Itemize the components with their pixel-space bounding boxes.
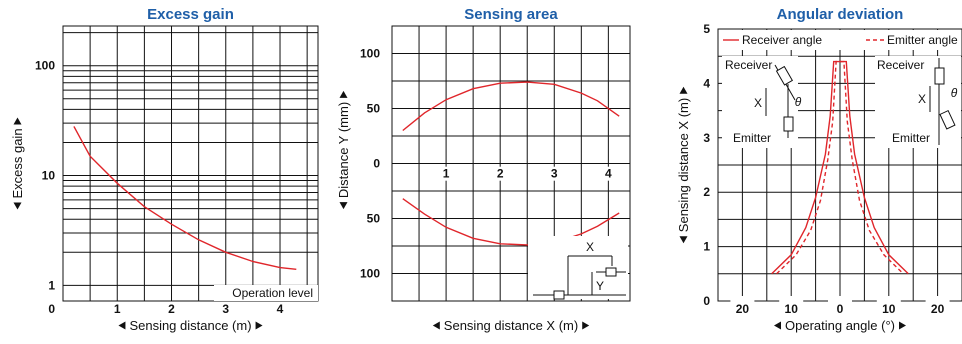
y-tick-label: 100 bbox=[35, 59, 55, 73]
legend-label-receiver: Receiver angle bbox=[742, 33, 822, 47]
right-triangle-icon bbox=[679, 86, 688, 94]
x-tick-label: 4 bbox=[605, 167, 612, 181]
sensor-icon bbox=[939, 109, 956, 130]
y-axis-label-group: Sensing distance X (m) bbox=[676, 86, 691, 244]
inset-bg bbox=[875, 56, 961, 148]
y-tick-label: 10 bbox=[42, 169, 56, 183]
y-tick-label: 100 bbox=[360, 267, 380, 281]
chart-title: Excess gain bbox=[147, 6, 234, 23]
sensing-area-line bbox=[402, 81, 620, 132]
x-tick-label: 4 bbox=[277, 302, 284, 316]
sensing-area-line bbox=[402, 198, 620, 246]
y-tick-label: 1 bbox=[48, 278, 55, 292]
y-tick-label: 3 bbox=[703, 131, 710, 145]
x-tick-bg bbox=[779, 296, 804, 311]
inset-theta-label: θ bbox=[951, 86, 958, 100]
x-tick-bg bbox=[730, 296, 755, 311]
y-tick-label: 100 bbox=[360, 47, 380, 61]
right-triangle-icon bbox=[13, 117, 22, 125]
y-axis-label: Excess gain bbox=[10, 128, 25, 198]
x-tick-bg bbox=[925, 296, 950, 311]
x-tick-label: 20 bbox=[931, 302, 945, 316]
x-tick-bg bbox=[493, 166, 508, 181]
inset-x-label: X bbox=[754, 96, 762, 110]
inset-receiver-label: Receiver bbox=[877, 58, 924, 72]
x-axis-label: Sensing distance (m) bbox=[129, 318, 251, 333]
inset-x-label: X bbox=[586, 240, 594, 254]
sensor-icon bbox=[605, 267, 617, 277]
inset-y-label: Y bbox=[596, 279, 604, 293]
x-tick-bg bbox=[828, 296, 852, 311]
x-tick-label: 0 bbox=[837, 302, 844, 316]
left-triangle-icon bbox=[13, 202, 22, 210]
inset-receiver-label: Receiver bbox=[725, 58, 772, 72]
right-triangle-icon bbox=[898, 321, 906, 330]
left-triangle-icon bbox=[679, 236, 688, 244]
y-tick-label: 2 bbox=[703, 185, 710, 199]
right-triangle-icon bbox=[582, 321, 590, 330]
x-tick-label: 1 bbox=[443, 167, 450, 181]
left-triangle-icon bbox=[432, 321, 440, 330]
receiver-angle-line bbox=[771, 60, 909, 275]
inset-x-label: X bbox=[918, 92, 926, 106]
right-triangle-icon bbox=[255, 321, 263, 330]
x-tick-bg bbox=[547, 166, 562, 181]
y-tick-label: 50 bbox=[367, 102, 381, 116]
x-tick-label: 10 bbox=[882, 302, 896, 316]
operation-level-label: Operation level bbox=[232, 286, 313, 300]
y-tick-label: 0 bbox=[703, 294, 710, 308]
inset-emitter-label: Emitter bbox=[892, 131, 930, 145]
x-tick-label: 2 bbox=[497, 167, 504, 181]
x-tick-bg bbox=[876, 296, 901, 311]
y-axis-label: Sensing distance X (m) bbox=[676, 98, 691, 232]
operation-level-box bbox=[214, 285, 318, 301]
x-axis-label: Operating angle (°) bbox=[785, 318, 895, 333]
left-triangle-icon bbox=[339, 202, 348, 210]
sensor-icon bbox=[775, 65, 794, 86]
left-triangle-icon bbox=[118, 321, 126, 330]
x-tick-label: 2 bbox=[168, 302, 175, 316]
x-tick-label: 1 bbox=[114, 302, 121, 316]
inset-theta-label: θ bbox=[795, 95, 802, 109]
y-tick-label: 1 bbox=[703, 240, 710, 254]
x-tick-label: 3 bbox=[222, 302, 229, 316]
sensor-icon bbox=[934, 67, 945, 85]
y-tick-label: 0 bbox=[48, 302, 55, 316]
y-axis-label: Distance Y (mm) bbox=[336, 102, 351, 198]
x-tick-label: 10 bbox=[785, 302, 799, 316]
legend-bg bbox=[719, 30, 961, 50]
sensing-area-inset: XY bbox=[528, 236, 628, 300]
x-tick-label: 3 bbox=[551, 167, 558, 181]
y-tick-label: 50 bbox=[367, 212, 381, 226]
angular-inset-right: Receiver X θ Emitter bbox=[875, 56, 961, 148]
inset-emitter-label: Emitter bbox=[733, 131, 771, 145]
y-tick-label: 4 bbox=[703, 76, 710, 90]
sensor-icon bbox=[553, 290, 565, 300]
sensor-icon bbox=[783, 116, 794, 132]
y-tick-label: 5 bbox=[703, 22, 710, 36]
legend-label-emitter: Emitter angle bbox=[887, 33, 958, 47]
angular-inset-left: Receiver X θ Emitter bbox=[722, 56, 802, 148]
chart-title: Angular deviation bbox=[777, 6, 904, 23]
emitter-angle-line bbox=[776, 60, 904, 275]
y-tick-label: 0 bbox=[373, 157, 380, 171]
right-triangle-icon bbox=[339, 90, 348, 98]
y-axis-label-group: Excess gain bbox=[10, 117, 25, 210]
x-tick-label: 20 bbox=[736, 302, 750, 316]
excess-gain-line bbox=[73, 126, 297, 270]
y-axis-label-group: Distance Y (mm) bbox=[336, 90, 351, 210]
x-tick-bg bbox=[601, 166, 616, 181]
x-tick-bg bbox=[439, 166, 454, 181]
chart-title: Sensing area bbox=[464, 6, 558, 23]
x-axis-label: Sensing distance X (m) bbox=[444, 318, 578, 333]
plot-frame bbox=[62, 25, 319, 302]
left-triangle-icon bbox=[774, 321, 782, 330]
